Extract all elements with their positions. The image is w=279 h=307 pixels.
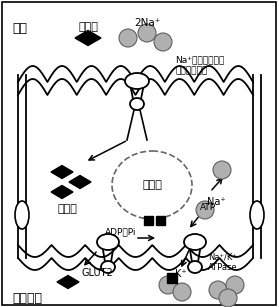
Text: ATP: ATP: [200, 204, 216, 212]
Text: K⁺: K⁺: [175, 269, 187, 279]
Polygon shape: [51, 185, 73, 199]
Ellipse shape: [15, 201, 29, 229]
Ellipse shape: [188, 261, 202, 273]
Circle shape: [159, 276, 177, 294]
Circle shape: [196, 201, 214, 219]
Text: 葡萄糖: 葡萄糖: [78, 22, 98, 32]
Ellipse shape: [101, 261, 115, 273]
Text: GLUT2: GLUT2: [82, 268, 114, 278]
Circle shape: [138, 24, 156, 42]
Polygon shape: [155, 216, 165, 224]
Circle shape: [119, 29, 137, 47]
Text: ATPase: ATPase: [208, 263, 238, 272]
Polygon shape: [69, 176, 91, 188]
Ellipse shape: [97, 234, 119, 250]
Circle shape: [173, 283, 191, 301]
Text: Na⁺驱动的葡萄糖: Na⁺驱动的葡萄糖: [175, 55, 224, 64]
Ellipse shape: [184, 234, 206, 250]
Circle shape: [219, 289, 237, 307]
Polygon shape: [143, 216, 153, 224]
Text: 2Na⁺: 2Na⁺: [134, 18, 160, 28]
Text: 细胞外液: 细胞外液: [12, 292, 42, 305]
Text: 细胞核: 细胞核: [142, 180, 162, 190]
Polygon shape: [57, 275, 79, 289]
Text: Na⁺: Na⁺: [207, 197, 226, 207]
Text: ADP＋Pi: ADP＋Pi: [105, 227, 136, 236]
Text: Na⁺/K⁺: Na⁺/K⁺: [208, 253, 237, 262]
Text: 同向转运载体: 同向转运载体: [175, 66, 207, 75]
Text: 葡萄糖: 葡萄糖: [57, 204, 77, 214]
Polygon shape: [167, 273, 177, 283]
Polygon shape: [51, 165, 73, 178]
Ellipse shape: [250, 201, 264, 229]
Circle shape: [226, 276, 244, 294]
Circle shape: [154, 33, 172, 51]
Ellipse shape: [130, 98, 144, 110]
Circle shape: [209, 281, 227, 299]
Polygon shape: [75, 30, 101, 45]
Ellipse shape: [112, 151, 192, 219]
Text: 肠腔: 肠腔: [12, 22, 27, 35]
Circle shape: [213, 161, 231, 179]
Ellipse shape: [125, 73, 149, 89]
